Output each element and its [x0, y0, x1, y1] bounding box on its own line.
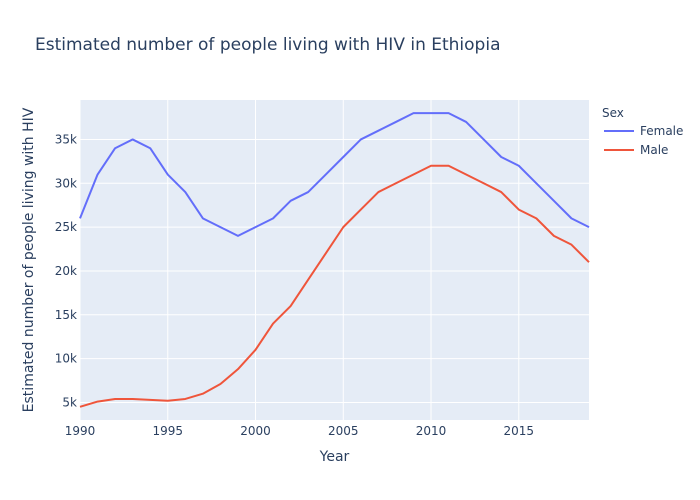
y-tick-label: 10k	[55, 352, 77, 366]
y-tick-label: 15k	[55, 308, 77, 322]
y-axis-label: Estimated number of people living with H…	[21, 107, 37, 412]
series-line-male	[79, 164, 590, 408]
x-tick-label: 2000	[240, 424, 271, 438]
y-axis-ticks: 5k 10k 15k 20k 25k 30k 35k	[55, 132, 77, 409]
x-axis-label: Year	[319, 449, 350, 465]
series-lines	[79, 112, 590, 408]
x-tick-label: 2010	[416, 424, 447, 438]
legend-label-female: Female	[640, 124, 683, 138]
plot-area	[80, 100, 589, 420]
x-axis-ticks: 1990 1995 2000 2005 2010 2015	[65, 424, 534, 438]
y-tick-label: 35k	[55, 132, 77, 146]
gridlines	[79, 100, 589, 420]
legend: Sex Female Male	[602, 106, 683, 157]
y-tick-label: 20k	[55, 264, 77, 278]
x-tick-label: 1990	[65, 424, 96, 438]
x-tick-label: 2005	[328, 424, 359, 438]
x-tick-label: 1995	[152, 424, 183, 438]
legend-label-male: Male	[640, 143, 668, 157]
y-tick-label: 5k	[62, 395, 77, 409]
legend-title: Sex	[602, 106, 624, 120]
x-tick-label: 2015	[504, 424, 535, 438]
chart-title: Estimated number of people living with H…	[35, 35, 501, 55]
y-tick-label: 30k	[55, 176, 77, 190]
series-line-female	[79, 112, 590, 237]
y-tick-label: 25k	[55, 220, 77, 234]
